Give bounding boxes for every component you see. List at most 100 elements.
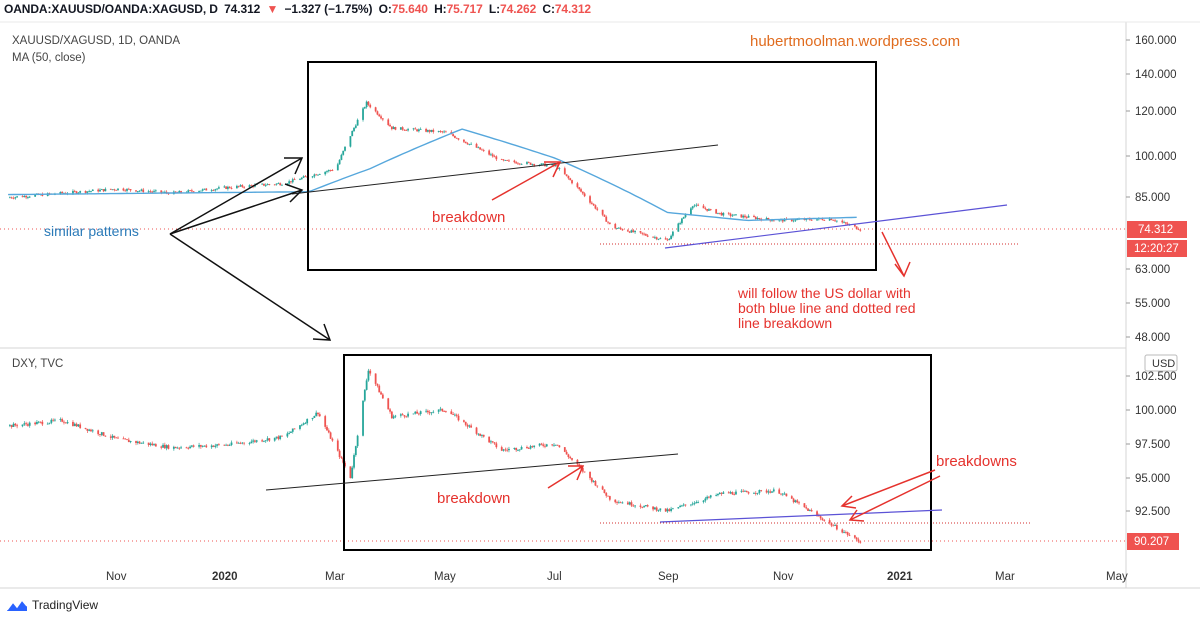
candle-body: [149, 443, 152, 445]
candle-body: [50, 419, 53, 423]
candle-body: [217, 444, 220, 446]
candle-body: [117, 437, 119, 439]
candle-body: [387, 398, 390, 410]
candle-body: [63, 421, 65, 423]
candle-body: [236, 442, 238, 444]
candle-body: [84, 427, 87, 429]
candle-body: [109, 188, 112, 190]
candle-body: [102, 432, 105, 436]
open-label: O:: [378, 2, 392, 16]
candle-body: [454, 136, 456, 138]
candle-body: [554, 444, 557, 446]
candle-body: [553, 444, 555, 446]
candle-body: [318, 174, 321, 176]
candle-body: [331, 170, 334, 171]
ma-indicator-title[interactable]: MA (50, close): [12, 52, 86, 64]
candle-body: [129, 189, 132, 191]
candle-body: [704, 208, 707, 210]
candle-body: [544, 445, 546, 447]
top-y-tick: 48.000: [1135, 332, 1170, 344]
candle-body: [342, 150, 345, 155]
candle-body: [66, 421, 69, 424]
candle-body: [592, 203, 595, 206]
candle-body: [210, 445, 213, 448]
candle-body: [281, 435, 283, 437]
symbol-name[interactable]: OANDA:XAUUSD/OANDA:XAGUSD, D: [4, 2, 218, 16]
candle-body: [491, 441, 494, 443]
candle-body: [28, 196, 31, 198]
candle-body: [9, 197, 11, 199]
candle-body: [180, 191, 182, 193]
breakdowns-label: breakdowns: [936, 453, 1017, 470]
candle-body: [41, 421, 44, 425]
candle-body: [142, 189, 145, 192]
candle-body: [771, 220, 773, 222]
candle-body: [216, 188, 218, 190]
candle-body: [504, 449, 507, 451]
candle-body: [163, 191, 166, 193]
candle-body: [632, 505, 635, 507]
candle-body: [646, 505, 649, 507]
candle-body: [367, 370, 370, 381]
currency-badge[interactable]: [1144, 354, 1178, 372]
candle-body: [834, 525, 836, 526]
candle-body: [772, 220, 775, 222]
candle-body: [97, 189, 100, 192]
bottom-price-axis: USD 102.500 100.000 97.500 95.000 92.500…: [1126, 354, 1179, 550]
candle-body: [753, 215, 755, 218]
candle-body: [192, 445, 195, 447]
pattern-box-bottom: [343, 354, 932, 551]
candle-body: [313, 174, 316, 177]
candle-body: [479, 147, 482, 150]
candle-body: [443, 411, 445, 412]
candle-body: [718, 492, 721, 494]
candle-body: [392, 127, 395, 130]
candle-body: [470, 143, 473, 145]
candle-body: [706, 208, 709, 211]
candle-body: [807, 508, 809, 511]
candle-body: [104, 188, 107, 192]
candle-body: [565, 451, 568, 455]
candle-body: [300, 177, 303, 180]
candle-body: [693, 205, 696, 207]
candle-body: [704, 498, 707, 501]
candle-body: [527, 448, 530, 449]
candle-body: [731, 215, 734, 217]
candle-body: [228, 186, 231, 189]
candle-body: [212, 190, 215, 192]
candle-body: [488, 436, 491, 443]
candle-body: [313, 415, 316, 418]
change-value: −1.327 (−1.75%): [284, 2, 373, 16]
candle-body: [277, 183, 280, 185]
candle-body: [652, 236, 654, 238]
bottom-pane-title[interactable]: DXY, TVC: [12, 358, 64, 370]
x-tick: 2021: [887, 571, 913, 583]
candle-body: [855, 226, 858, 230]
candle-body: [275, 183, 278, 185]
candle-body: [23, 423, 26, 425]
top-pane-title[interactable]: XAUUSD/XAGUSD, 1D, OANDA: [12, 35, 181, 47]
candle-body: [59, 419, 62, 420]
candle-body: [417, 129, 420, 132]
candle-body: [127, 439, 130, 443]
candle-body: [540, 443, 543, 445]
candle-body: [452, 414, 455, 415]
candle-body: [859, 229, 862, 231]
candle-body: [634, 505, 636, 507]
candle-body: [180, 447, 182, 449]
candle-body: [608, 222, 611, 224]
candle-body: [331, 438, 334, 441]
candle-body: [558, 168, 561, 170]
candle-body: [457, 415, 460, 421]
candle-body: [37, 421, 40, 423]
candle-body: [266, 184, 269, 186]
open-value: 75.640: [391, 2, 428, 16]
tradingview-logo[interactable]: TradingView: [6, 598, 98, 612]
candle-body: [450, 411, 453, 415]
trendline-bottom-black: [265, 453, 679, 491]
candle-body: [756, 218, 759, 219]
bottom-y-tick: 92.500: [1135, 506, 1170, 518]
candle-body: [603, 489, 606, 494]
candle-body: [533, 445, 536, 447]
candle-body: [225, 186, 227, 189]
